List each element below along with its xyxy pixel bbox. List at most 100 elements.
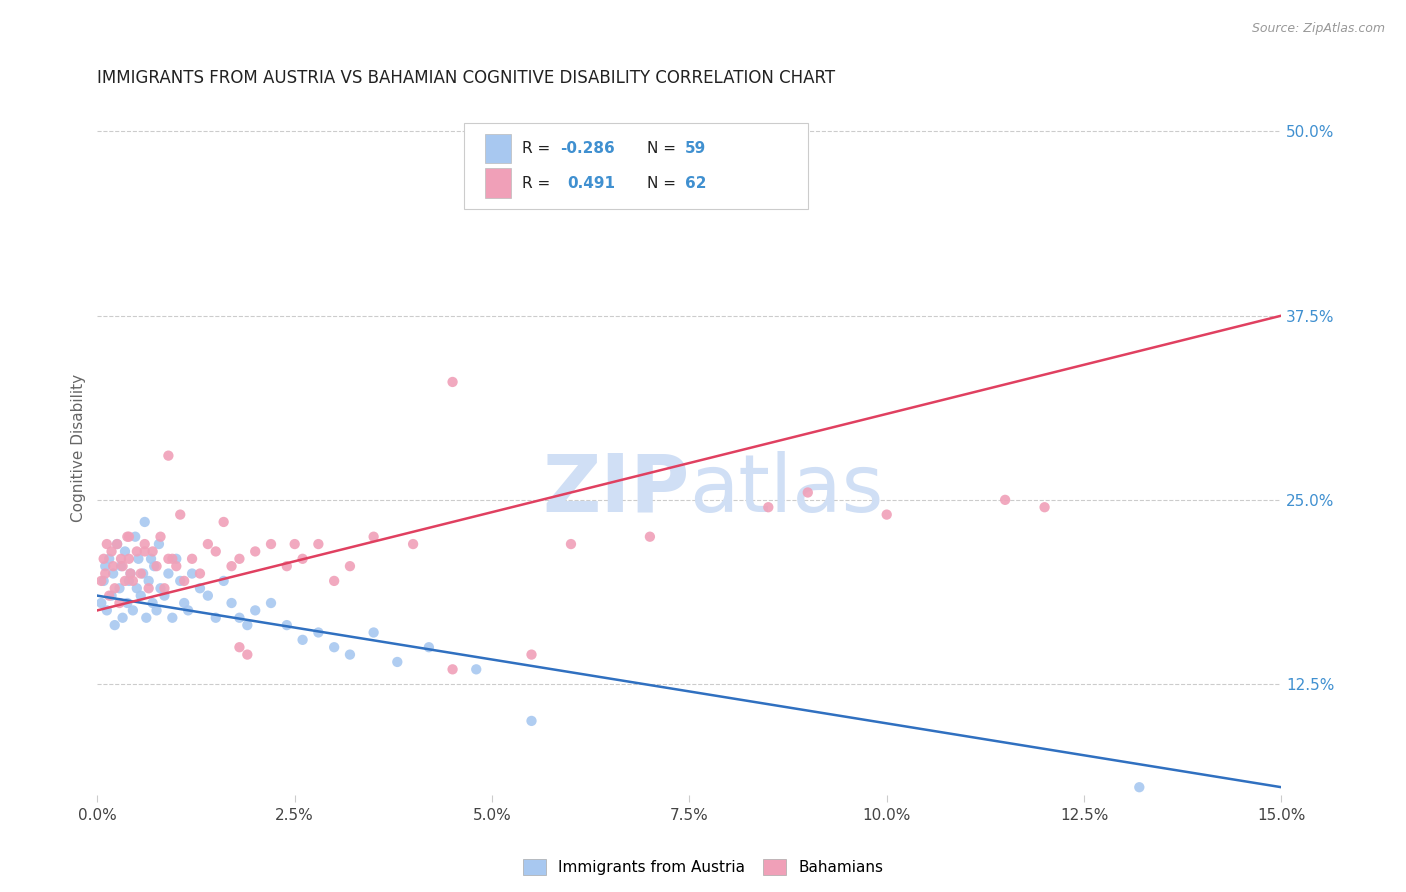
Text: 62: 62 [685, 176, 706, 191]
Point [212, 574, 235, 588]
Point [245, 603, 267, 617]
Point [118, 551, 141, 566]
Point [139, 551, 162, 566]
Point [260, 537, 283, 551]
Point [181, 551, 204, 566]
Point [100, 544, 122, 558]
Point [1033, 500, 1056, 515]
Point [162, 611, 184, 625]
Text: ZIP: ZIP [543, 450, 689, 529]
Point [323, 574, 346, 588]
Point [118, 574, 141, 588]
Point [142, 544, 165, 558]
Point [117, 530, 139, 544]
Point [125, 544, 148, 558]
Point [756, 500, 779, 515]
Text: 0.491: 0.491 [568, 176, 616, 191]
Point [260, 596, 283, 610]
Point [323, 640, 346, 655]
Point [465, 662, 488, 676]
Point [120, 566, 142, 581]
Point [157, 566, 180, 581]
Point [181, 566, 204, 581]
Point [122, 603, 145, 617]
Point [93, 551, 115, 566]
Point [138, 574, 160, 588]
Point [520, 648, 543, 662]
Text: R =: R = [523, 176, 561, 191]
Legend: Immigrants from Austria, Bahamians: Immigrants from Austria, Bahamians [519, 855, 887, 880]
Point [387, 655, 409, 669]
Point [114, 574, 136, 588]
Point [221, 596, 243, 610]
Point [134, 537, 156, 551]
Text: Source: ZipAtlas.com: Source: ZipAtlas.com [1251, 22, 1385, 36]
FancyBboxPatch shape [464, 123, 808, 210]
Point [291, 551, 314, 566]
Point [173, 574, 195, 588]
Point [236, 648, 259, 662]
Point [339, 648, 361, 662]
Point [188, 566, 211, 581]
Point [228, 640, 250, 655]
Point [125, 582, 148, 596]
Point [145, 559, 167, 574]
Point [228, 611, 250, 625]
Point [284, 537, 307, 551]
Point [129, 589, 152, 603]
Point [441, 662, 464, 676]
Point [197, 589, 219, 603]
Point [177, 603, 200, 617]
Point [134, 515, 156, 529]
Point [221, 559, 243, 574]
Point [520, 714, 543, 728]
Text: R =: R = [523, 141, 555, 156]
Point [96, 603, 118, 617]
Point [212, 515, 235, 529]
Point [204, 544, 226, 558]
Point [101, 559, 124, 574]
Point [797, 485, 820, 500]
Point [363, 625, 385, 640]
Point [994, 492, 1017, 507]
Point [145, 603, 167, 617]
Point [98, 589, 121, 603]
Point [197, 537, 219, 551]
Point [90, 596, 112, 610]
Point [111, 611, 134, 625]
FancyBboxPatch shape [485, 169, 510, 197]
Point [245, 544, 267, 558]
Point [104, 618, 127, 632]
FancyBboxPatch shape [485, 134, 510, 163]
Point [100, 589, 122, 603]
Point [173, 596, 195, 610]
Point [876, 508, 898, 522]
Point [1128, 780, 1150, 795]
Point [153, 582, 176, 596]
Point [135, 611, 157, 625]
Point [108, 582, 131, 596]
Point [204, 611, 226, 625]
Point [143, 559, 166, 574]
Point [402, 537, 425, 551]
Point [111, 559, 134, 574]
Point [132, 566, 155, 581]
Point [441, 375, 464, 389]
Point [149, 582, 172, 596]
Point [276, 618, 298, 632]
Point [110, 551, 132, 566]
Point [129, 566, 152, 581]
Point [307, 537, 329, 551]
Point [165, 551, 187, 566]
Point [134, 544, 156, 558]
Point [117, 596, 139, 610]
Point [124, 530, 146, 544]
Point [114, 544, 136, 558]
Point [169, 574, 191, 588]
Point [165, 559, 187, 574]
Point [93, 574, 115, 588]
Point [122, 574, 145, 588]
Point [149, 530, 172, 544]
Point [169, 508, 191, 522]
Point [228, 551, 250, 566]
